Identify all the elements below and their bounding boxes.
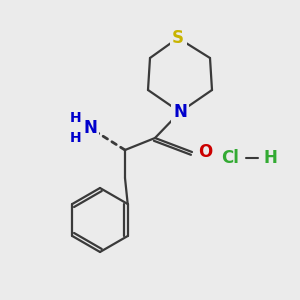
Text: Cl: Cl — [221, 149, 239, 167]
Text: N: N — [173, 103, 187, 121]
Text: N: N — [83, 119, 97, 137]
Text: S: S — [172, 29, 184, 47]
Text: H: H — [70, 111, 82, 125]
Text: O: O — [198, 143, 212, 161]
Text: H: H — [263, 149, 277, 167]
Text: H: H — [70, 131, 82, 145]
